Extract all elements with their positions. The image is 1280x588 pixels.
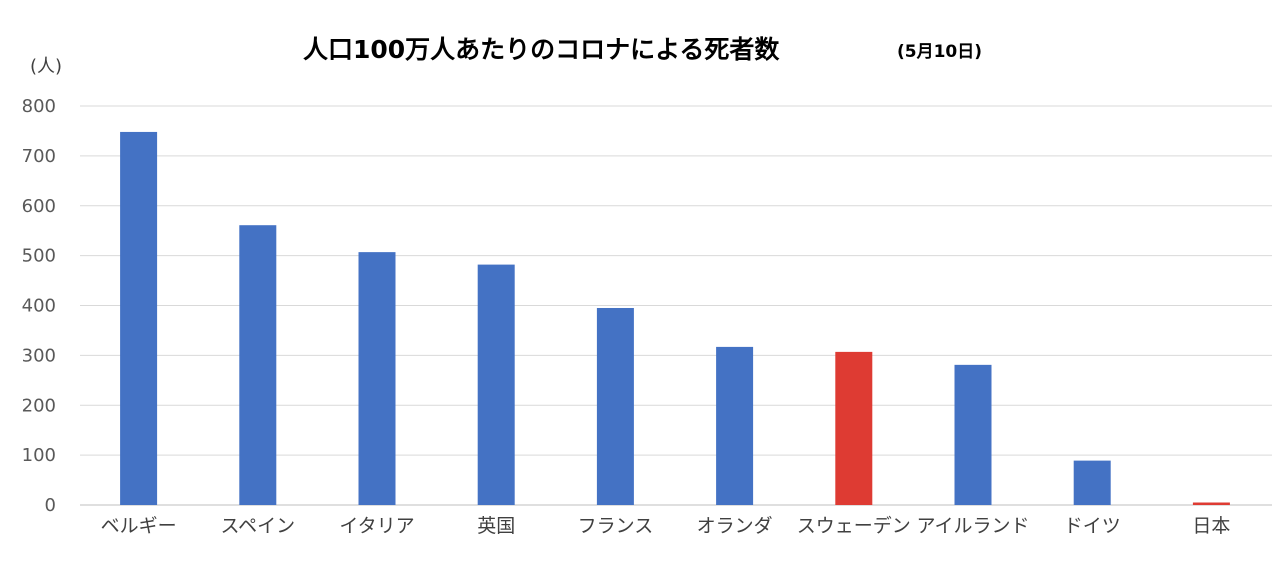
y-tick-label: 100 xyxy=(22,445,56,466)
x-tick-label: アイルランド xyxy=(916,515,1029,537)
y-tick-label: 700 xyxy=(22,146,56,167)
x-axis-ticks: ベルギー スペイン イタリア 英国 フランス オランダ スウェーデン アイルランド ドイツ 日本 xyxy=(101,515,1231,537)
x-tick-label: スペイン xyxy=(220,515,295,537)
x-tick-label: ドイツ xyxy=(1064,515,1121,537)
bar-1 xyxy=(120,131,158,505)
y-axis-ticks: 0 100 200 300 400 500 600 700 800 xyxy=(22,96,56,516)
y-tick-label: 600 xyxy=(22,196,56,217)
bars xyxy=(120,131,1230,506)
y-tick-label: 200 xyxy=(22,395,56,416)
x-tick-label: オランダ xyxy=(697,515,773,537)
x-tick-label: ベルギー xyxy=(101,515,177,537)
y-tick-label: 0 xyxy=(45,495,56,516)
bar-9 xyxy=(1073,460,1111,505)
bar-4 xyxy=(477,264,515,505)
y-tick-label: 800 xyxy=(22,96,56,117)
chart-subtitle: (5月10日) xyxy=(897,42,982,62)
bar-2 xyxy=(239,225,277,506)
bar-6 xyxy=(716,346,754,505)
chart-title: 人口100万人あたりのコロナによる死者数 xyxy=(303,35,780,64)
y-tick-label: 300 xyxy=(22,345,56,366)
y-tick-label: 400 xyxy=(22,296,56,317)
y-tick-label: 500 xyxy=(22,246,56,267)
x-tick-label: 日本 xyxy=(1192,515,1230,537)
bar-3 xyxy=(358,252,396,505)
x-tick-label: フランス xyxy=(578,515,654,537)
bar-7 xyxy=(835,351,873,505)
x-tick-label: スウェーデン xyxy=(797,515,911,537)
bar-10 xyxy=(1192,502,1230,505)
x-tick-label: イタリア xyxy=(339,515,414,537)
bar-5 xyxy=(596,307,634,505)
gridlines xyxy=(80,105,1272,506)
y-axis-unit-label: (人) xyxy=(30,56,62,77)
bar-8 xyxy=(954,364,992,505)
x-tick-label: 英国 xyxy=(477,515,515,537)
